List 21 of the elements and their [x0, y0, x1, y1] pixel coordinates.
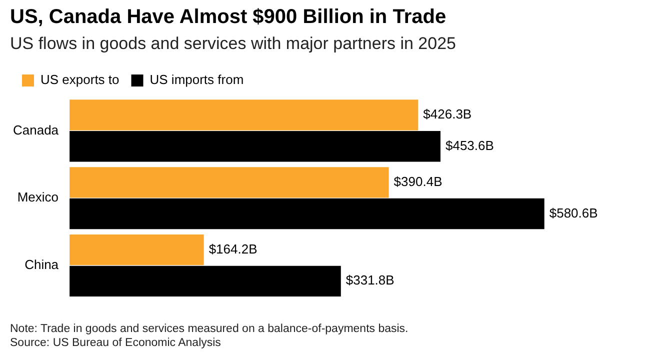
- chart-title: US, Canada Have Almost $900 Billion in Trade: [10, 6, 446, 29]
- source-note: Source: US Bureau of Economic Analysis: [10, 336, 222, 350]
- bar: [70, 234, 204, 266]
- data-label: $426.3B: [423, 106, 472, 122]
- y-tick-label: China: [24, 257, 60, 272]
- chart-subtitle: US flows in goods and services with major partners in 2025: [10, 34, 456, 54]
- legend-label: US imports from: [150, 72, 244, 88]
- bar: [70, 100, 418, 130]
- text: Note: Trade in goods and services measured on a balance-of-payments basis.: [10, 322, 408, 336]
- bar: [70, 167, 389, 198]
- data-label: $164.2B: [208, 241, 258, 256]
- bar: [70, 131, 440, 162]
- data-label: $580.6B: [549, 205, 598, 220]
- y-tick-label: Mexico: [17, 190, 59, 205]
- bar: [70, 266, 341, 297]
- data-label: $390.4B: [394, 174, 442, 190]
- y-tick-label: Canada: [12, 122, 60, 138]
- data-label: $453.6B: [445, 138, 494, 153]
- bar: [70, 198, 544, 230]
- data-label: $331.8B: [346, 272, 394, 288]
- legend-label: US exports to: [40, 72, 120, 88]
